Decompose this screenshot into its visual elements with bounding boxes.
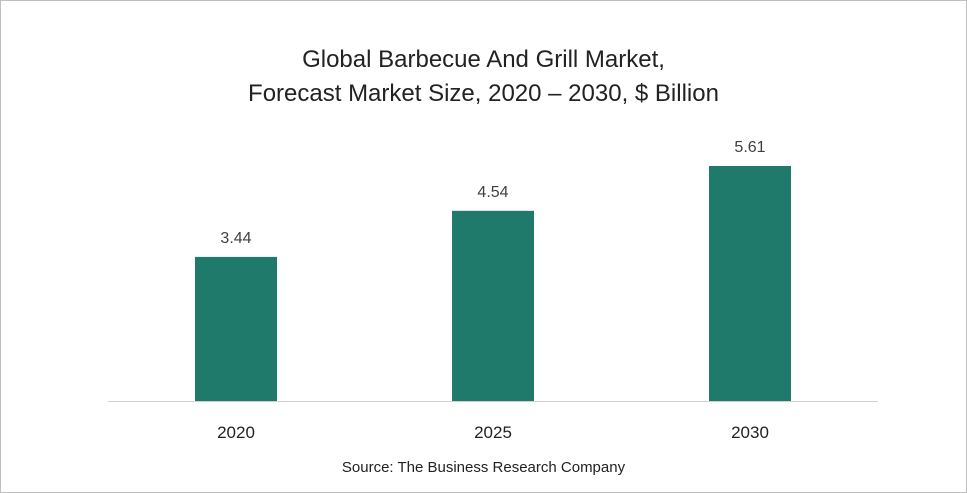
source-note: Source: The Business Research Company — [341, 459, 626, 476]
chart-title-line-2: Forecast Market Size, 2020 – 2030, $ Bil… — [248, 80, 719, 107]
data-label-2030: 5.61 — [734, 139, 765, 156]
bar-2025 — [452, 210, 534, 401]
data-label-2020: 3.44 — [220, 230, 251, 247]
chart-title-line-1: Global Barbecue And Grill Market, — [302, 46, 665, 73]
data-label-2025: 4.54 — [477, 184, 508, 201]
bar-2020 — [195, 256, 277, 401]
chart-title: Global Barbecue And Grill Market, Foreca… — [1, 43, 966, 111]
x-tick-label-2030: 2030 — [731, 423, 769, 442]
x-tick-label-2020: 2020 — [217, 423, 255, 442]
x-tick-label-2025: 2025 — [474, 423, 512, 442]
bar-2030 — [709, 166, 791, 401]
